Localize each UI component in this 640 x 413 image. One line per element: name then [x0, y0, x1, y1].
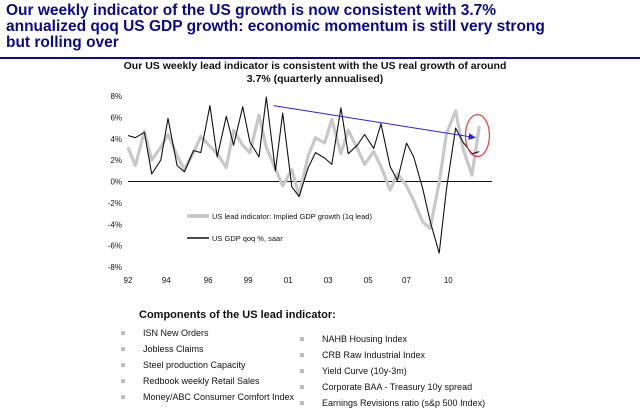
- component-item: Yield Curve (10y-3m): [300, 365, 485, 381]
- y-tick-label: 8%: [110, 92, 122, 101]
- x-tick-label: 96: [204, 276, 213, 285]
- x-tick-label: 94: [162, 276, 171, 285]
- series-line-2: [127, 96, 480, 254]
- components-title: Components of the US lead indicator:: [139, 309, 336, 321]
- component-item: Redbook weekly Retail Sales: [121, 375, 294, 391]
- chart-title: Our US weekly lead indicator is consiste…: [96, 60, 534, 86]
- component-item: Jobless Claims: [121, 343, 294, 359]
- y-tick-label: -2%: [108, 199, 122, 208]
- components-list-right: NAHB Housing Index CRB Raw Industrial In…: [300, 333, 485, 413]
- y-tick-label: -8%: [108, 263, 122, 272]
- x-tick-label: 03: [324, 276, 333, 285]
- line-chart: 8% 6% 4% 2% 0% -2% -4% -6% -8%92 94 96 99 01 03 05 07 10…: [108, 92, 492, 285]
- y-tick-label: 0%: [110, 178, 122, 187]
- legend-label: US lead indicator: Implied GDP growth (1…: [212, 212, 372, 221]
- components-list-left: ISN New Orders Jobless Claims Steel prod…: [121, 327, 294, 407]
- component-item: NAHB Housing Index: [300, 333, 485, 349]
- component-item: CRB Raw Industrial Index: [300, 349, 485, 365]
- component-item: Money/ABC Consumer Comfort Index: [121, 391, 294, 407]
- headline-line-1: Our weekly indicator of the US growth is…: [6, 2, 497, 19]
- headline-line-3: but rolling over: [6, 34, 119, 51]
- y-tick-label: -4%: [108, 220, 122, 229]
- component-item: Corporate BAA - Treasury 10y spread: [300, 381, 485, 397]
- chart-title-line-2: 3.7% (quarterly annualised): [246, 73, 384, 85]
- chart-title-line-1: Our US weekly lead indicator is consiste…: [123, 60, 507, 72]
- annotation-arrow: [273, 105, 476, 141]
- series-line-1: [126, 109, 481, 231]
- x-tick-label: 99: [244, 276, 253, 285]
- x-tick-label: 01: [284, 276, 293, 285]
- legend-label: US GDP qoq %, saar: [212, 234, 283, 243]
- y-tick-label: 2%: [110, 156, 122, 165]
- x-tick-label: 10: [444, 276, 453, 285]
- x-tick-label: 07: [402, 276, 411, 285]
- y-tick-label: -6%: [108, 242, 122, 251]
- y-tick-label: 6%: [110, 113, 122, 122]
- annotation-highlight-ellipse: [464, 113, 491, 158]
- x-tick-label: 92: [124, 276, 133, 285]
- component-item: Steel production Capacity: [121, 359, 294, 375]
- component-item: ISN New Orders: [121, 327, 294, 343]
- component-item: Earnings Revisions ratio (s&p 500 Index): [300, 397, 485, 413]
- y-tick-label: 4%: [110, 135, 122, 144]
- headline-divider: [0, 57, 640, 59]
- headline: Our weekly indicator of the US growth is…: [6, 3, 636, 51]
- headline-line-2: annualized qoq US GDP growth: economic m…: [6, 18, 545, 35]
- x-tick-label: 05: [364, 276, 373, 285]
